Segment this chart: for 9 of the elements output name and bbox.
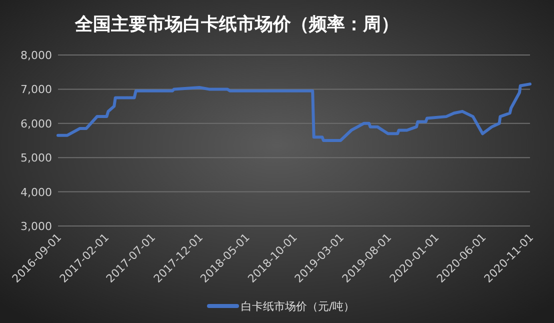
y-tick-label: 3,000 [20, 220, 52, 233]
y-tick-label: 5,000 [20, 152, 52, 165]
y-tick-label: 4,000 [20, 186, 52, 199]
chart-title: 全国主要市场白卡纸市场价（频率：周） [74, 14, 399, 35]
y-tick-label: 7,000 [20, 83, 52, 96]
y-tick-label: 8,000 [20, 49, 52, 62]
legend-label: 白卡纸市场价（元/吨） [241, 300, 355, 313]
y-tick-label: 6,000 [20, 117, 52, 130]
line-series [56, 82, 532, 142]
